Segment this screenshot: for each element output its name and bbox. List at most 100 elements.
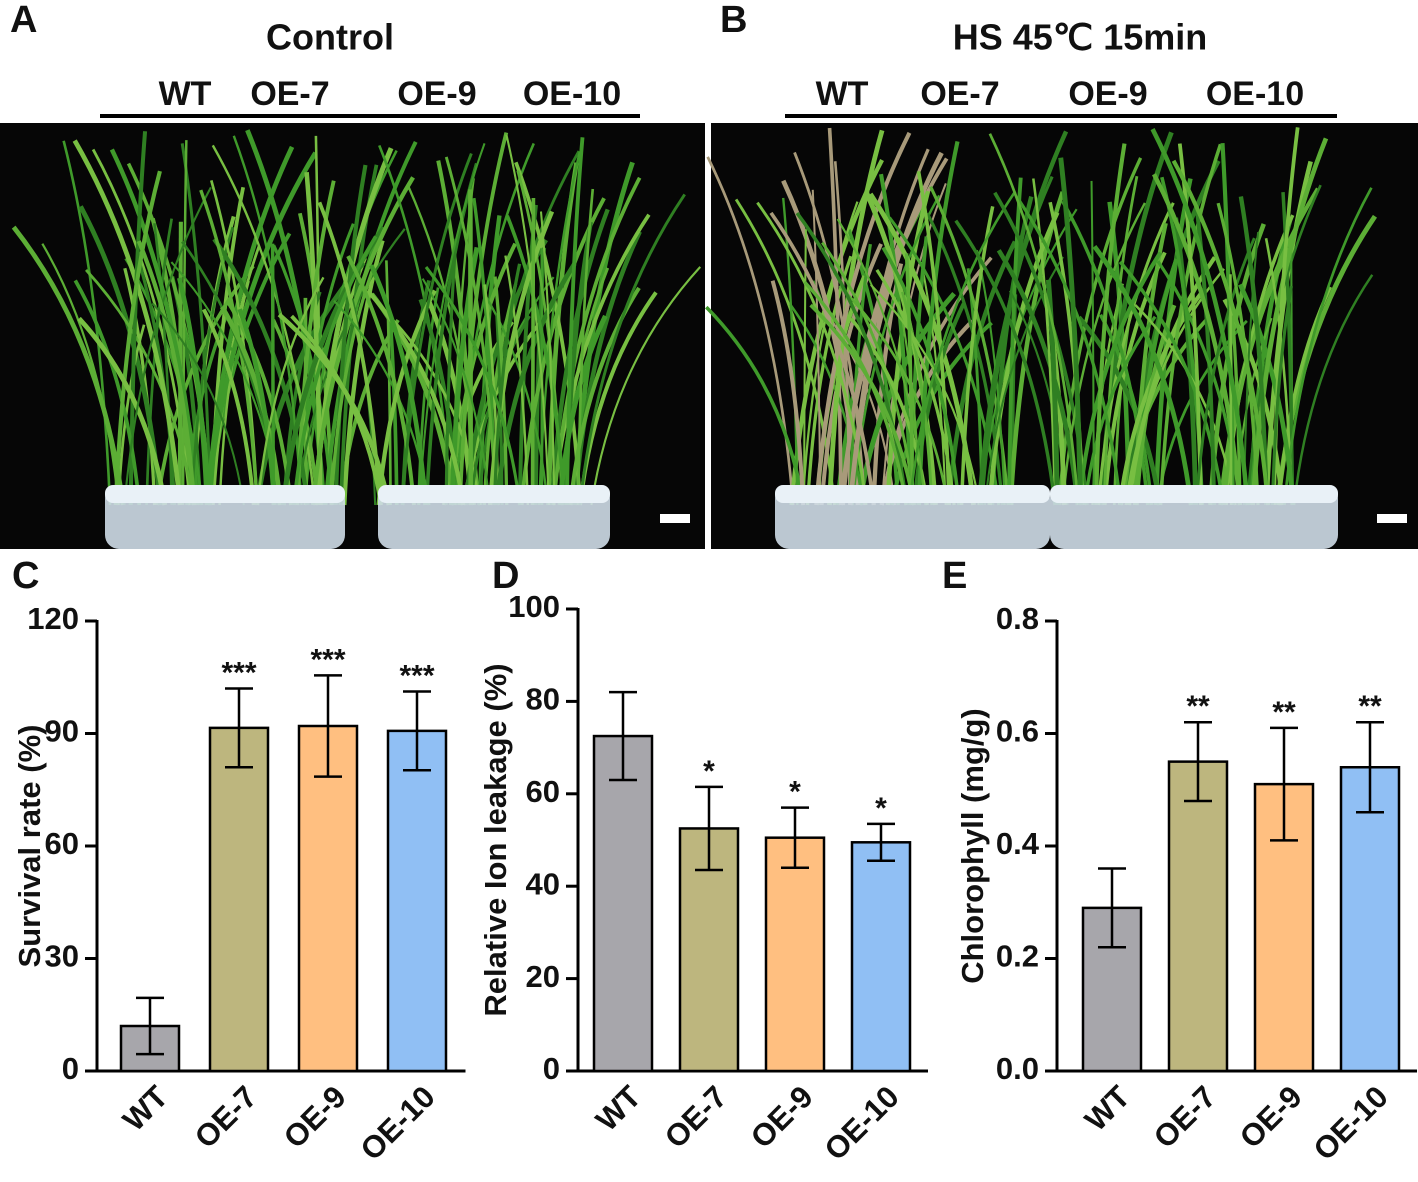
error-bar <box>1270 726 1298 842</box>
scale-bar <box>1377 514 1407 523</box>
y-tick-label: 80 <box>526 682 560 717</box>
bar <box>850 841 912 1073</box>
panel-label: A <box>10 0 37 41</box>
leaf <box>1118 260 1226 506</box>
genotype-label: OE-9 <box>1068 75 1147 113</box>
photo-title: Control <box>266 17 394 58</box>
tray-rim <box>105 485 345 503</box>
leaf <box>803 229 807 506</box>
leaf <box>1250 137 1329 506</box>
leaf <box>1150 128 1250 506</box>
x-tick-label: OE-7 <box>1147 1079 1223 1155</box>
leaf <box>803 280 908 506</box>
y-tick-label: 20 <box>526 959 560 994</box>
leaf <box>62 140 112 506</box>
genotype-label: OE-7 <box>920 75 999 113</box>
leaf <box>590 266 702 506</box>
error-bar <box>314 674 342 778</box>
leaf <box>113 170 162 506</box>
leaf <box>1270 285 1293 506</box>
leaf <box>232 135 303 506</box>
significance: *** <box>221 656 256 689</box>
significance: ** <box>1186 690 1210 723</box>
bar <box>592 734 654 1073</box>
bar <box>297 724 359 1073</box>
leaf <box>576 188 595 506</box>
x-tick-label: OE-10 <box>354 1079 442 1167</box>
y-tick-label: 0 <box>62 1051 79 1086</box>
leaf <box>323 141 418 506</box>
leaf <box>77 316 168 506</box>
y-tick-label: 120 <box>27 601 79 636</box>
y-axis-label: Chlorophyll (mg/g) <box>955 708 990 984</box>
leaf <box>1016 198 1123 506</box>
x-tick-label: WT <box>1078 1079 1137 1138</box>
leaf <box>136 240 197 506</box>
leaf <box>530 197 536 506</box>
leaf <box>836 218 927 506</box>
leaf <box>204 151 318 506</box>
leaf <box>1281 192 1295 506</box>
leaf <box>756 201 868 506</box>
leaf <box>916 141 960 506</box>
leaf <box>557 314 608 506</box>
leaf <box>202 308 256 506</box>
y-tick-label: 60 <box>45 826 79 861</box>
y-axis-label: Relative Ion leakage (%) <box>478 663 513 1016</box>
error-bar <box>1356 721 1384 814</box>
y-tick-label: 40 <box>526 866 560 901</box>
leaf <box>821 241 917 506</box>
leaf <box>369 264 428 506</box>
leaf <box>1194 237 1256 506</box>
error-bar <box>609 690 637 782</box>
leaf <box>444 238 458 506</box>
tray-rim <box>378 485 610 503</box>
leaf <box>418 143 486 506</box>
leaf <box>1058 157 1083 506</box>
leaf <box>1158 143 1223 506</box>
y-tick-label: 0.6 <box>996 714 1039 749</box>
significance: *** <box>399 659 434 692</box>
y-tick-label: 0 <box>543 1051 560 1086</box>
leaf <box>795 211 909 506</box>
leaf <box>881 246 961 506</box>
x-tick-label: WT <box>589 1079 648 1138</box>
x-tick-label: OE-10 <box>818 1079 906 1167</box>
leaf <box>706 156 795 506</box>
leaf <box>41 243 120 506</box>
leaf <box>564 137 585 506</box>
leaf <box>180 143 212 506</box>
error-bar <box>1098 867 1126 949</box>
y-tick-label: 0.2 <box>996 939 1039 974</box>
x-tick-label: OE-9 <box>277 1079 353 1155</box>
leaf <box>1076 251 1163 506</box>
leaf <box>1171 159 1271 506</box>
error-bar <box>781 806 809 869</box>
leaf <box>1292 274 1374 506</box>
genotype-label: OE-10 <box>523 75 621 113</box>
y-tick-label: 60 <box>526 774 560 809</box>
leaf <box>109 148 200 506</box>
bar <box>208 726 270 1073</box>
x-tick-label: OE-7 <box>188 1079 264 1155</box>
significance: *** <box>310 643 345 676</box>
error-bar <box>136 996 164 1056</box>
leaf <box>782 197 799 506</box>
leaf <box>385 260 392 506</box>
leaf <box>1061 202 1146 506</box>
leaf <box>1173 217 1199 506</box>
leaf <box>218 280 250 506</box>
leaf <box>237 308 277 506</box>
leaf <box>1237 283 1296 506</box>
leaf <box>483 284 500 506</box>
leaf <box>769 211 876 506</box>
genotype-label: WT <box>816 75 869 113</box>
x-tick-label: OE-10 <box>1307 1079 1395 1167</box>
bar <box>1167 760 1229 1073</box>
bar <box>386 729 448 1073</box>
leaf <box>85 268 196 506</box>
panel-label: B <box>720 0 747 41</box>
error-bar <box>225 687 253 769</box>
leaf <box>734 198 836 506</box>
